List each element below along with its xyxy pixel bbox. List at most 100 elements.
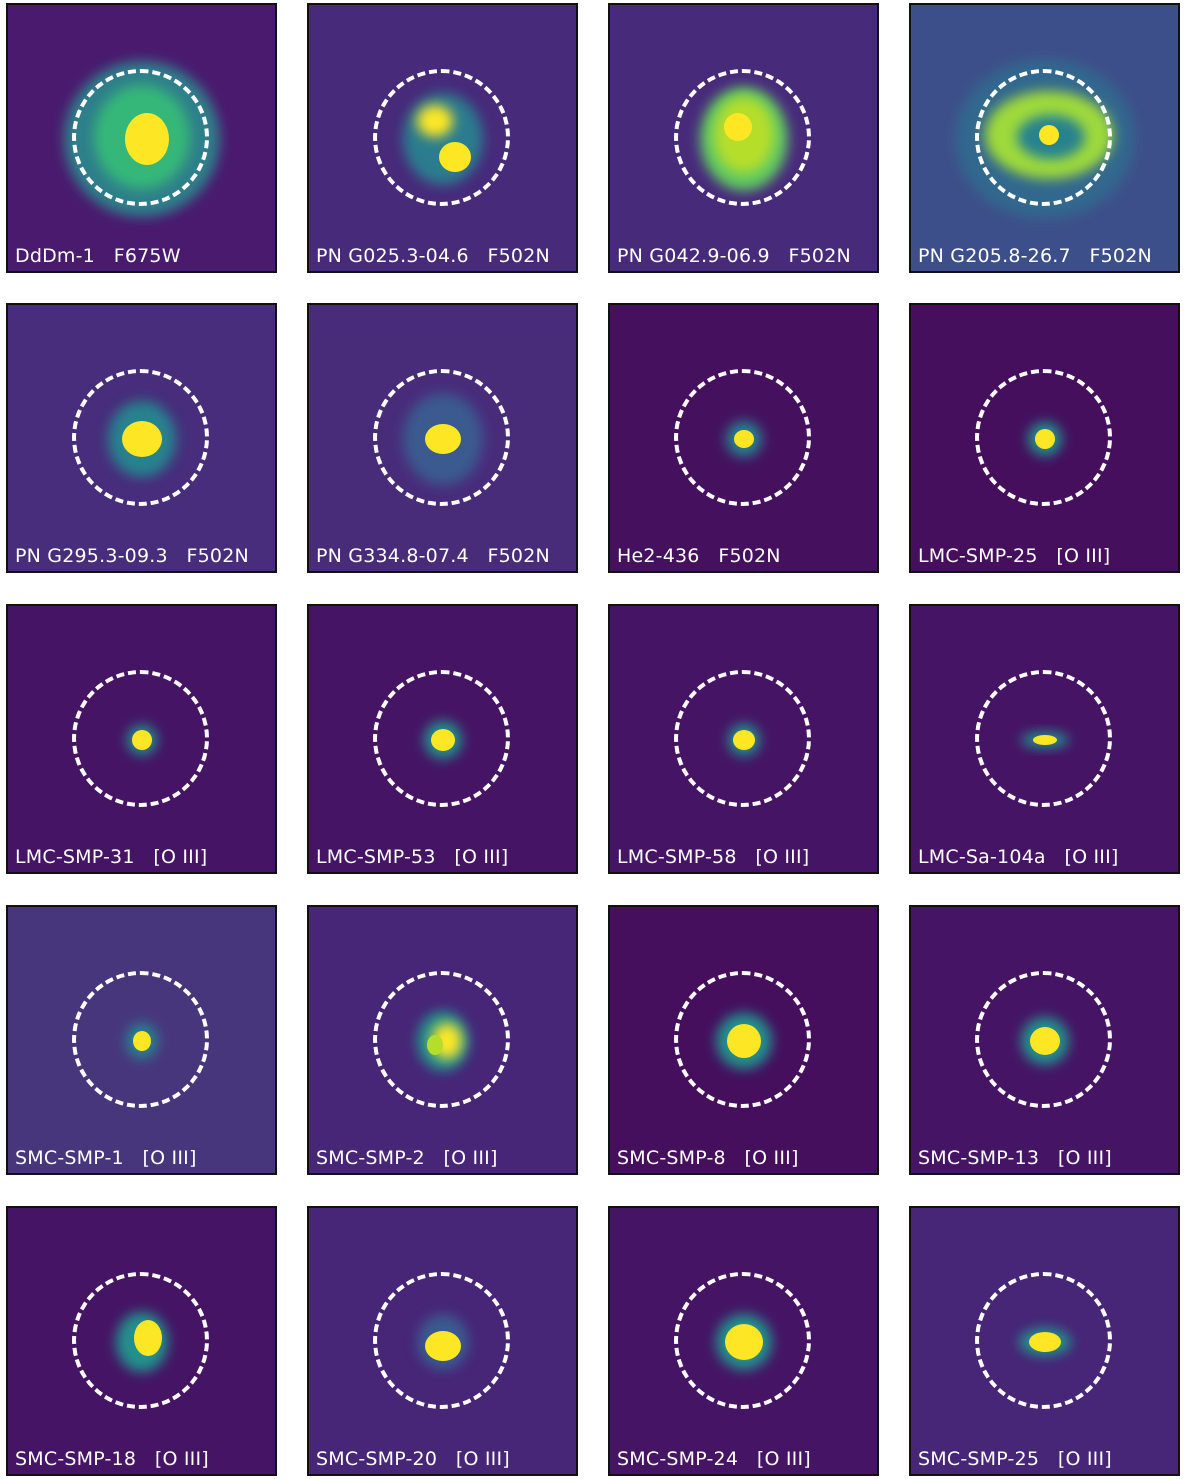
object-name: SMC-SMP-8 bbox=[617, 1147, 726, 1169]
panel-label: PN G295.3-09.3 F502N bbox=[15, 545, 249, 567]
aperture-circle bbox=[72, 670, 209, 807]
panel-label: PN G042.9-06.9 F502N bbox=[617, 245, 851, 267]
object-name: LMC-SMP-53 bbox=[316, 846, 436, 868]
panel-label: LMC-SMP-31 [O III] bbox=[15, 846, 207, 868]
aperture-circle bbox=[975, 69, 1112, 206]
filter-name: [O III] bbox=[755, 846, 810, 868]
object-name: SMC-SMP-25 bbox=[918, 1448, 1040, 1470]
filter-name: [O III] bbox=[756, 1448, 811, 1470]
object-name: DdDm-1 bbox=[15, 245, 95, 267]
filter-name: [O III] bbox=[455, 1448, 510, 1470]
image-panel: PN G042.9-06.9 F502N bbox=[608, 3, 879, 273]
object-name: LMC-SMP-58 bbox=[617, 846, 737, 868]
aperture-circle bbox=[674, 670, 811, 807]
object-name: LMC-SMP-25 bbox=[918, 545, 1038, 567]
filter-name: [O III] bbox=[744, 1147, 799, 1169]
image-panel: SMC-SMP-13 [O III] bbox=[909, 905, 1180, 1175]
panel-label: SMC-SMP-25 [O III] bbox=[918, 1448, 1112, 1470]
object-name: SMC-SMP-20 bbox=[316, 1448, 438, 1470]
filter-name: [O III] bbox=[154, 1448, 209, 1470]
image-panel: He2-436 F502N bbox=[608, 303, 879, 573]
filter-name: [O III] bbox=[1057, 1448, 1112, 1470]
image-panel: PN G334.8-07.4 F502N bbox=[307, 303, 578, 573]
image-panel: LMC-Sa-104a [O III] bbox=[909, 604, 1180, 874]
object-name: SMC-SMP-24 bbox=[617, 1448, 739, 1470]
image-panel: SMC-SMP-1 [O III] bbox=[6, 905, 277, 1175]
panel-label: SMC-SMP-8 [O III] bbox=[617, 1147, 799, 1169]
aperture-circle bbox=[674, 971, 811, 1108]
image-panel: PN G295.3-09.3 F502N bbox=[6, 303, 277, 573]
panel-label: SMC-SMP-24 [O III] bbox=[617, 1448, 811, 1470]
object-name: PN G042.9-06.9 bbox=[617, 245, 770, 267]
aperture-circle bbox=[72, 69, 209, 206]
object-name: SMC-SMP-18 bbox=[15, 1448, 137, 1470]
aperture-circle bbox=[975, 369, 1112, 506]
aperture-circle bbox=[975, 1272, 1112, 1409]
image-panel: LMC-SMP-25 [O III] bbox=[909, 303, 1180, 573]
panel-label: LMC-SMP-53 [O III] bbox=[316, 846, 508, 868]
filter-name: F502N bbox=[718, 545, 781, 567]
filter-name: [O III] bbox=[443, 1147, 498, 1169]
aperture-circle bbox=[373, 69, 510, 206]
image-panel: SMC-SMP-24 [O III] bbox=[608, 1206, 879, 1476]
aperture-circle bbox=[72, 1272, 209, 1409]
aperture-circle bbox=[373, 971, 510, 1108]
image-panel: PN G025.3-04.6 F502N bbox=[307, 3, 578, 273]
panel-label: SMC-SMP-13 [O III] bbox=[918, 1147, 1112, 1169]
panel-label: SMC-SMP-2 [O III] bbox=[316, 1147, 498, 1169]
filter-name: [O III] bbox=[1064, 846, 1119, 868]
object-name: PN G205.8-26.7 bbox=[918, 245, 1071, 267]
aperture-circle bbox=[674, 69, 811, 206]
object-name: PN G334.8-07.4 bbox=[316, 545, 469, 567]
panel-label: DdDm-1 F675W bbox=[15, 245, 181, 267]
image-panel: LMC-SMP-31 [O III] bbox=[6, 604, 277, 874]
panel-label: LMC-SMP-25 [O III] bbox=[918, 545, 1110, 567]
aperture-circle bbox=[373, 670, 510, 807]
image-panel: SMC-SMP-2 [O III] bbox=[307, 905, 578, 1175]
image-panel: DdDm-1 F675W bbox=[6, 3, 277, 273]
filter-name: F502N bbox=[788, 245, 851, 267]
image-panel: PN G205.8-26.7 F502N bbox=[909, 3, 1180, 273]
object-name: He2-436 bbox=[617, 545, 700, 567]
panel-label: He2-436 F502N bbox=[617, 545, 781, 567]
filter-name: [O III] bbox=[142, 1147, 197, 1169]
image-panel: SMC-SMP-18 [O III] bbox=[6, 1206, 277, 1476]
panel-label: SMC-SMP-18 [O III] bbox=[15, 1448, 209, 1470]
image-panel: SMC-SMP-25 [O III] bbox=[909, 1206, 1180, 1476]
panel-label: LMC-Sa-104a [O III] bbox=[918, 846, 1119, 868]
panel-label: PN G205.8-26.7 F502N bbox=[918, 245, 1152, 267]
filter-name: F675W bbox=[113, 245, 181, 267]
filter-name: [O III] bbox=[1057, 1147, 1112, 1169]
aperture-circle bbox=[975, 971, 1112, 1108]
filter-name: F502N bbox=[487, 545, 550, 567]
filter-name: F502N bbox=[487, 245, 550, 267]
object-name: PN G025.3-04.6 bbox=[316, 245, 469, 267]
aperture-circle bbox=[674, 369, 811, 506]
aperture-circle bbox=[72, 369, 209, 506]
filter-name: F502N bbox=[186, 545, 249, 567]
object-name: SMC-SMP-1 bbox=[15, 1147, 124, 1169]
image-panel: LMC-SMP-53 [O III] bbox=[307, 604, 578, 874]
filter-name: [O III] bbox=[153, 846, 208, 868]
image-panel: SMC-SMP-20 [O III] bbox=[307, 1206, 578, 1476]
aperture-circle bbox=[674, 1272, 811, 1409]
aperture-circle bbox=[72, 971, 209, 1108]
aperture-circle bbox=[975, 670, 1112, 807]
object-name: PN G295.3-09.3 bbox=[15, 545, 168, 567]
image-panel: SMC-SMP-8 [O III] bbox=[608, 905, 879, 1175]
image-panel: LMC-SMP-58 [O III] bbox=[608, 604, 879, 874]
panel-label: PN G334.8-07.4 F502N bbox=[316, 545, 550, 567]
panel-label: SMC-SMP-1 [O III] bbox=[15, 1147, 197, 1169]
object-name: SMC-SMP-2 bbox=[316, 1147, 425, 1169]
panel-label: SMC-SMP-20 [O III] bbox=[316, 1448, 510, 1470]
filter-name: [O III] bbox=[454, 846, 509, 868]
object-name: SMC-SMP-13 bbox=[918, 1147, 1040, 1169]
filter-name: F502N bbox=[1089, 245, 1152, 267]
filter-name: [O III] bbox=[1056, 545, 1111, 567]
object-name: LMC-Sa-104a bbox=[918, 846, 1046, 868]
aperture-circle bbox=[373, 369, 510, 506]
object-name: LMC-SMP-31 bbox=[15, 846, 135, 868]
panel-label: LMC-SMP-58 [O III] bbox=[617, 846, 809, 868]
aperture-circle bbox=[373, 1272, 510, 1409]
panel-label: PN G025.3-04.6 F502N bbox=[316, 245, 550, 267]
